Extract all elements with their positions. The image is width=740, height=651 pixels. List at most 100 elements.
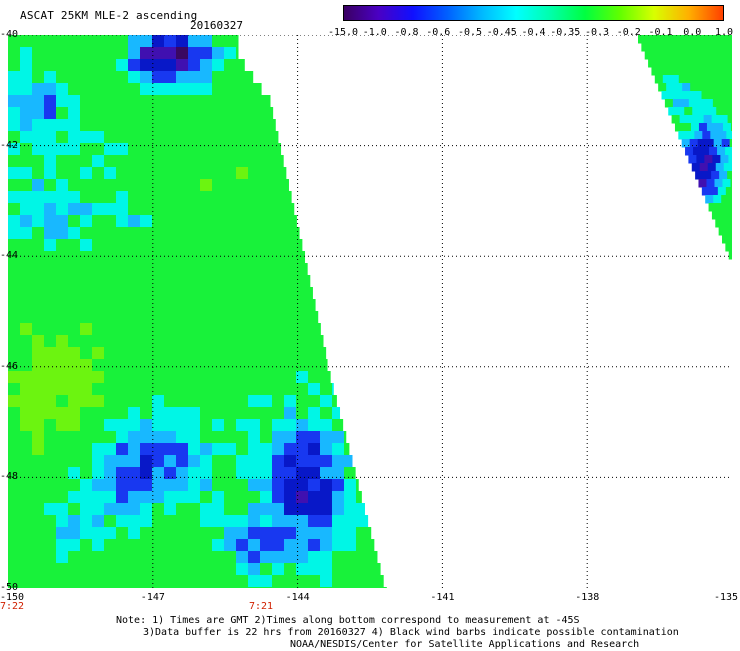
wind-cell	[224, 323, 237, 336]
wind-cell	[152, 479, 165, 492]
wind-cell	[701, 147, 710, 156]
wind-cell	[296, 323, 309, 336]
wind-cell	[248, 455, 261, 468]
wind-cell	[308, 479, 321, 492]
wind-cell	[68, 359, 81, 372]
wind-cell	[56, 299, 69, 312]
wind-cell	[679, 75, 688, 84]
wind-cell	[152, 167, 165, 180]
wind-cell	[236, 119, 249, 132]
wind-cell	[56, 191, 69, 204]
wind-cell	[152, 491, 165, 504]
wind-cell	[224, 347, 237, 360]
wind-cell	[116, 275, 129, 288]
wind-cell	[80, 335, 93, 348]
wind-cell	[128, 215, 141, 228]
wind-cell	[8, 191, 21, 204]
wind-cell	[284, 479, 297, 492]
wind-cell	[128, 167, 141, 180]
wind-cell	[693, 51, 702, 60]
wind-cell	[212, 59, 225, 72]
wind-cell	[44, 275, 57, 288]
wind-cell	[722, 179, 731, 188]
wind-cell	[92, 443, 105, 456]
wind-cell	[709, 51, 718, 60]
wind-cell	[200, 311, 213, 324]
wind-cell	[8, 503, 21, 516]
wind-cell	[128, 299, 141, 312]
wind-cell	[706, 139, 715, 148]
wind-cell	[705, 195, 714, 204]
wind-cell	[320, 515, 333, 528]
wind-cell	[44, 359, 57, 372]
wind-cell	[32, 431, 45, 444]
wind-cell	[56, 275, 69, 288]
wind-cell	[20, 203, 33, 216]
wind-cell	[653, 51, 662, 60]
wind-cell	[104, 539, 117, 552]
wind-cell	[200, 227, 213, 240]
wind-cell	[20, 131, 33, 144]
wind-cell	[730, 139, 732, 148]
wind-cell	[200, 107, 213, 120]
wind-cell	[164, 539, 177, 552]
wind-cell	[308, 275, 310, 288]
wind-cell	[224, 191, 237, 204]
wind-cell	[188, 95, 201, 108]
wind-cell	[224, 311, 237, 324]
wind-cell	[164, 479, 177, 492]
wind-cell	[188, 371, 201, 384]
wind-cell	[284, 359, 297, 372]
wind-cell	[725, 203, 732, 212]
wind-cell	[8, 383, 21, 396]
wind-cell	[104, 251, 117, 264]
wind-cell	[715, 67, 724, 76]
wind-cell	[663, 75, 672, 84]
wind-cell	[712, 211, 721, 220]
wind-cell	[176, 227, 189, 240]
wind-cell	[236, 71, 249, 84]
wind-cell	[104, 503, 117, 516]
wind-cell	[356, 491, 362, 504]
wind-cell	[8, 275, 21, 288]
wind-cell	[8, 95, 21, 108]
wind-cell	[80, 59, 93, 72]
wind-cell	[296, 443, 309, 456]
wind-cell	[92, 59, 105, 72]
wind-cell	[164, 323, 177, 336]
wind-cell	[32, 311, 45, 324]
wind-cell	[188, 59, 201, 72]
wind-cell	[248, 347, 261, 360]
wind-cell	[320, 431, 333, 444]
wind-cell	[44, 131, 57, 144]
wind-cell	[152, 323, 165, 336]
wind-cell	[718, 35, 727, 44]
wind-cell	[224, 359, 237, 372]
wind-cell	[662, 91, 671, 100]
wind-cell	[200, 275, 213, 288]
wind-cell	[32, 227, 45, 240]
wind-cell	[32, 491, 45, 504]
wind-cell	[236, 131, 249, 144]
wind-cell	[320, 323, 321, 336]
wind-cell	[44, 539, 57, 552]
wind-cell	[320, 479, 333, 492]
wind-cell	[68, 59, 81, 72]
wind-cell	[664, 59, 673, 68]
wind-cell	[140, 59, 153, 72]
wind-cell	[356, 479, 359, 492]
wind-cell	[727, 171, 732, 180]
wind-cell	[224, 119, 237, 132]
wind-cell	[92, 575, 105, 588]
wind-cell	[296, 347, 309, 360]
wind-cell	[140, 35, 153, 48]
wind-cell	[176, 311, 189, 324]
wind-cell	[200, 71, 213, 84]
wind-cell	[272, 371, 285, 384]
wind-cell	[667, 67, 676, 76]
wind-cell	[308, 287, 313, 300]
wind-cell	[224, 107, 237, 120]
wind-cell	[68, 551, 81, 564]
wind-cell	[8, 371, 21, 384]
product-title: ASCAT 25KM MLE-2 ascending	[20, 9, 197, 22]
